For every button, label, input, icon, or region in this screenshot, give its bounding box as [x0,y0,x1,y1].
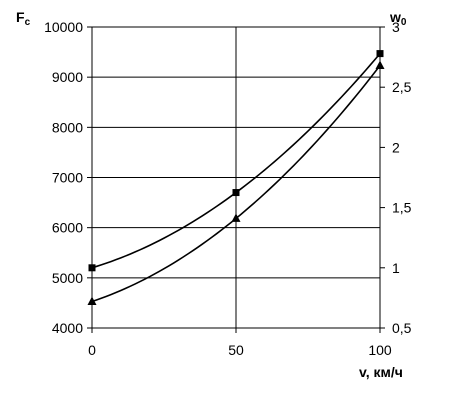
y-tick-label: 10000 [44,19,83,35]
series-2-point [87,296,97,306]
y2-axis-title: w0 [389,9,407,28]
y-tick-label: 9000 [52,69,83,85]
tick-labels: 4000 5000 6000 7000 8000 9000 10000 0,5 1 1,5 2 2,5… [44,19,412,358]
y-tick-label: 5000 [52,270,83,286]
y2-tick-label: 2 [392,139,400,155]
series-layer [87,50,385,306]
y-axis-title: Fc [16,9,31,28]
y2-tick-label: 0,5 [392,320,412,336]
x-tick-label: 0 [88,342,96,358]
x-tick-label: 100 [368,342,392,358]
series-2-point [375,60,385,70]
x-axis-title: v, км/ч [359,364,403,380]
series-1-point [376,50,384,58]
series-2-point [231,213,241,222]
y2-tick-label: 1,5 [392,200,412,216]
plot-frame [91,26,381,329]
y2-tick-label: 2,5 [392,79,412,95]
y2-tick-label: 1 [392,260,400,276]
series-1-point [232,189,240,197]
y-tick-label: 8000 [52,119,83,135]
y-tick-label: 7000 [52,170,83,186]
series-1-point [88,264,96,272]
y-tick-label: 4000 [52,320,83,336]
grid [91,26,381,329]
y2-tick-label: 3 [392,19,400,35]
x-tick-label: 50 [228,342,244,358]
axes [87,26,385,333]
y-tick-label: 6000 [52,220,83,236]
